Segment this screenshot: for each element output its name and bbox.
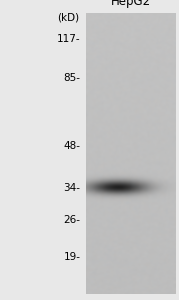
Text: 19-: 19-	[64, 252, 81, 262]
Text: HepG2: HepG2	[111, 0, 151, 8]
Text: 48-: 48-	[64, 141, 81, 151]
Text: 26-: 26-	[64, 215, 81, 225]
Text: 34-: 34-	[64, 182, 81, 193]
Text: (kD): (kD)	[57, 12, 79, 22]
Text: 85-: 85-	[64, 73, 81, 82]
Text: 117-: 117-	[57, 34, 81, 44]
